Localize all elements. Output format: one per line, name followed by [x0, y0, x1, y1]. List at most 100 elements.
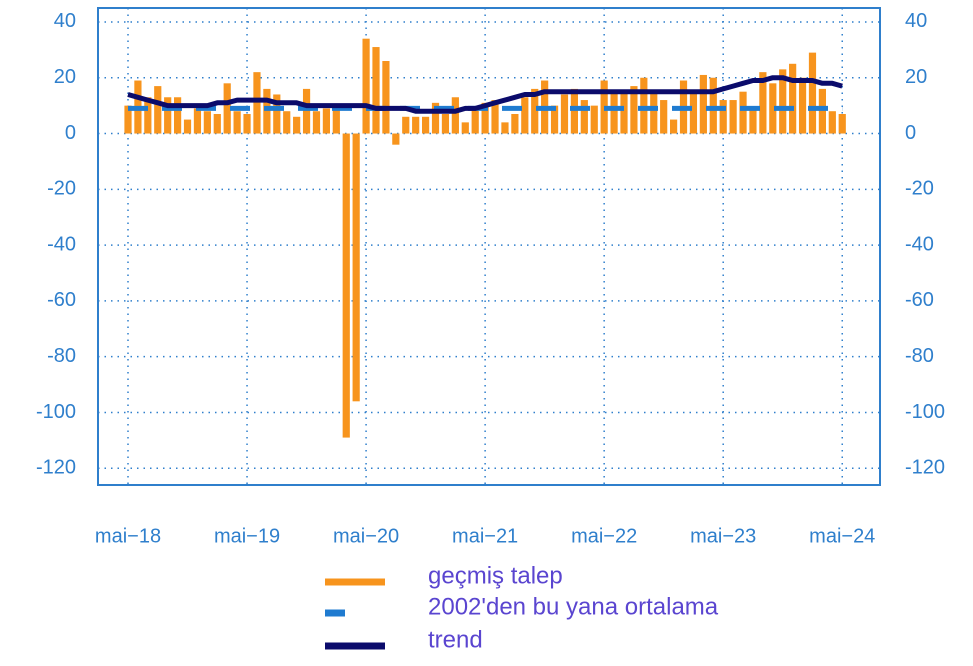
- bar: [650, 91, 658, 134]
- bar: [302, 88, 311, 134]
- bar: [183, 119, 192, 134]
- y-tick-label: 0: [65, 122, 76, 144]
- bar: [660, 100, 668, 134]
- bar: [223, 83, 231, 134]
- bar: [531, 88, 539, 134]
- y2-tick-label: 40: [905, 10, 927, 32]
- bar: [332, 108, 340, 134]
- bar: [798, 77, 807, 134]
- y2-tick-label: 0: [905, 122, 916, 144]
- bar: [689, 91, 698, 134]
- x-tick-label: mai−22: [571, 525, 637, 547]
- bar: [501, 122, 509, 134]
- bar: [283, 111, 291, 134]
- bar: [570, 88, 578, 134]
- bar: [293, 116, 301, 134]
- bar: [203, 111, 211, 134]
- bar: [560, 94, 569, 134]
- bar: [422, 116, 430, 134]
- bar: [382, 61, 390, 134]
- x-tick-label: mai−19: [214, 525, 280, 547]
- y2-tick-label: -40: [905, 233, 934, 255]
- y-tick-label: 40: [54, 10, 76, 32]
- trend-line: [127, 75, 843, 114]
- bar: [243, 114, 251, 134]
- bar: [769, 83, 777, 134]
- legend-label: 2002'den bu yana ortalama: [428, 593, 719, 620]
- bar: [699, 74, 707, 134]
- bar: [808, 52, 817, 134]
- bar: [828, 111, 836, 134]
- bar: [174, 97, 182, 134]
- bar: [154, 86, 162, 134]
- bar: [719, 100, 727, 134]
- bar: [144, 97, 152, 134]
- bar: [164, 97, 172, 134]
- bar: [630, 86, 638, 134]
- bar: [451, 97, 459, 134]
- x-tick-label: mai−18: [95, 525, 161, 547]
- bar: [709, 77, 717, 134]
- bar: [729, 100, 737, 134]
- y-tick-label: -120: [36, 457, 76, 479]
- bar: [789, 63, 797, 134]
- x-tick-label: mai−21: [452, 525, 518, 547]
- y-tick-label: -60: [47, 289, 76, 311]
- y2-tick-label: 20: [905, 66, 927, 88]
- bar: [610, 91, 618, 134]
- bar: [818, 88, 826, 134]
- bar: [521, 97, 529, 134]
- bar: [640, 77, 648, 134]
- bar: [779, 69, 787, 134]
- bar: [471, 108, 479, 134]
- y2-tick-label: -60: [905, 289, 934, 311]
- x-tick-label: mai−20: [333, 525, 399, 547]
- bar: [590, 105, 598, 134]
- bar: [213, 114, 221, 134]
- bar: [402, 116, 410, 134]
- bar: [620, 91, 628, 134]
- y2-tick-label: -120: [905, 457, 945, 479]
- bar: [263, 88, 271, 134]
- bar: [670, 119, 678, 134]
- y-tick-label: -20: [47, 178, 76, 200]
- bar: [461, 122, 469, 134]
- y-tick-label: -100: [36, 401, 76, 423]
- bar: [352, 133, 360, 402]
- bar: [491, 100, 499, 134]
- bar: [511, 114, 519, 134]
- bar: [481, 102, 489, 134]
- bar: [550, 105, 559, 134]
- plot-frame: [97, 7, 881, 486]
- bar: [431, 102, 440, 134]
- bar: [362, 38, 370, 134]
- bar: [253, 72, 261, 134]
- y-tick-label: 20: [54, 66, 76, 88]
- bar: [372, 47, 380, 134]
- x-tick-label: mai−24: [809, 525, 875, 547]
- y-tick-label: -40: [47, 233, 76, 255]
- bar: [342, 133, 350, 438]
- bar: [273, 94, 281, 134]
- legend-label: trend: [428, 626, 483, 653]
- y2-tick-label: -80: [905, 345, 934, 367]
- bar: [392, 133, 400, 145]
- bar: [749, 108, 757, 134]
- x-tick-label: mai−23: [690, 525, 756, 547]
- bar: [193, 108, 202, 134]
- bar: [441, 114, 450, 134]
- bar: [322, 108, 330, 134]
- bar: [233, 111, 241, 134]
- bar: [124, 105, 132, 134]
- y-tick-label: -80: [47, 345, 76, 367]
- legend-label: geçmiş talep: [428, 562, 563, 589]
- bar: [412, 116, 420, 134]
- bar: [759, 72, 767, 134]
- y2-tick-label: -100: [905, 401, 945, 423]
- bar: [312, 111, 321, 134]
- bar: [838, 114, 846, 134]
- bar: [580, 100, 588, 134]
- bar: [739, 91, 747, 134]
- y2-tick-label: -20: [905, 178, 934, 200]
